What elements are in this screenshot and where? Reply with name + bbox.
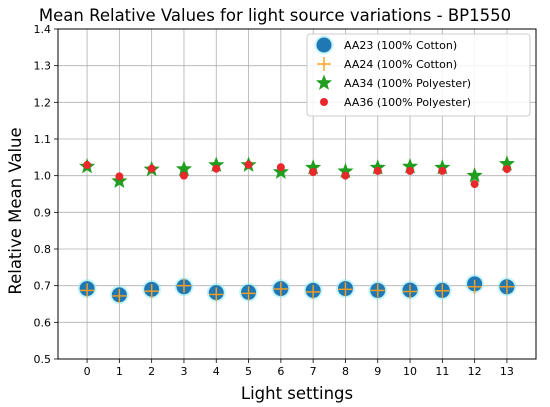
data-point [316,37,332,53]
x-tick-label: 2 [148,365,155,378]
data-point [306,284,321,299]
data-point [305,159,322,175]
data-point [179,171,188,180]
data-point [403,284,418,299]
x-tick-label: 3 [180,365,187,378]
x-tick-label: 4 [213,365,220,378]
data-point [337,162,354,179]
y-tick-label: 0.6 [34,316,52,329]
legend-label: AA23 (100% Cotton) [344,39,457,52]
data-point [499,279,514,294]
data-point [435,283,450,298]
data-point [144,284,159,299]
x-tick-label: 6 [277,365,284,378]
x-tick-label: 9 [374,365,381,378]
data-point [175,160,193,176]
plot-frame [57,28,537,360]
data-point [115,172,124,181]
data-point [209,287,224,302]
data-point [406,166,415,175]
data-point [241,286,256,301]
x-tick-label: 7 [310,365,317,378]
data-point [470,180,479,189]
legend-label: AA36 (100% Polyester) [344,96,471,109]
x-tick-label: 8 [342,365,349,378]
y-tick-label: 1.1 [34,133,52,146]
y-tick-label: 0.8 [34,243,52,256]
series-group [80,278,514,303]
x-tick-label: 0 [84,365,91,378]
data-point [317,57,331,71]
x-tick-label: 11 [435,365,449,378]
data-point [276,163,285,172]
chart-title: Mean Relative Values for light source va… [39,6,511,25]
data-point [341,171,350,180]
data-point [502,165,511,174]
y-axis-label: Relative Mean Value [6,127,25,294]
data-point [176,278,191,293]
data-point [80,283,95,298]
data-point [309,168,318,176]
y-tick-label: 1.2 [34,96,52,109]
data-point [244,160,253,169]
data-point [370,283,385,298]
data-point [112,288,127,303]
series-group [83,160,511,189]
data-point [369,159,386,175]
data-point [83,161,92,170]
data-point [320,98,328,106]
x-tick-label: 12 [468,365,482,378]
legend: AA23 (100% Cotton) AA24 (100% Cotton) AA34… [306,33,531,117]
data-point [498,155,516,171]
data-point [434,159,451,175]
y-tick-label: 1.3 [34,60,52,73]
data-point [212,164,221,173]
data-point [466,167,483,183]
y-tick-label: 1.0 [34,170,52,183]
legend-box [306,33,531,117]
x-tick-label: 5 [245,365,252,378]
x-tick-label: 10 [403,365,417,378]
data-point [467,279,482,294]
legend-label: AA34 (100% Polyester) [344,77,471,90]
data-point [147,164,156,173]
legend-label: AA24 (100% Cotton) [344,58,457,71]
data-point [401,158,419,174]
data-point [315,74,333,90]
y-tick-label: 0.9 [34,206,52,219]
y-tick-label: 0.7 [34,280,52,293]
data-point [338,282,353,297]
x-axis-label: Light settings [241,384,353,403]
y-tick-label: 1.4 [34,23,52,36]
x-tick-label: 13 [500,365,514,378]
data-point [373,166,382,175]
data-point [438,166,447,175]
y-tick-label: 0.5 [34,353,52,366]
data-point [208,156,225,172]
tick-layer: 0 1 2 3 4 5 6 7 8 9 10 11 12 130.50.60.70.80.91.01.11… [34,23,514,378]
data-point [273,281,288,296]
data-layer [77,155,517,305]
x-tick-label: 1 [116,365,123,378]
